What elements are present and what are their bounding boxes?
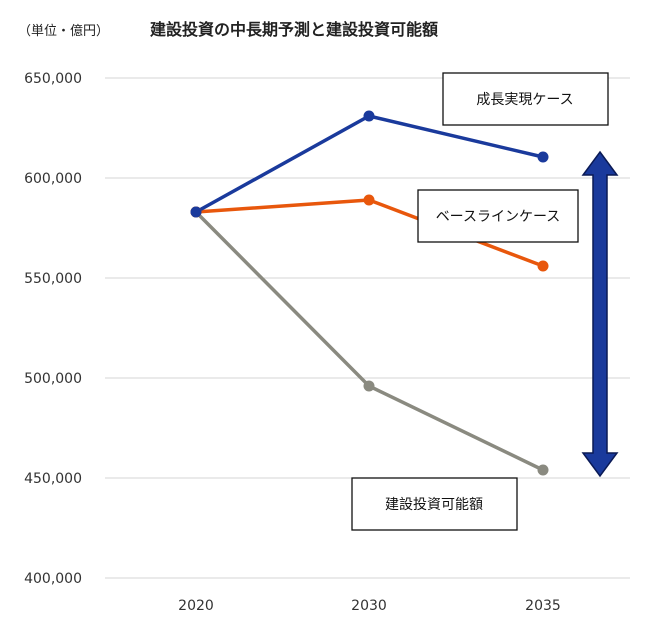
series-label-baseline-text: ベースラインケース [436, 209, 561, 225]
data-point [537, 151, 549, 163]
y-tick-label: 550,000 [24, 271, 82, 287]
series-label-capacity: 建設投資可能額 [351, 477, 518, 531]
y-tick-label: 600,000 [24, 171, 82, 187]
gridlines [105, 77, 630, 579]
series-label-capacity-text: 建設投資可能額 [385, 497, 483, 513]
series-label-baseline-box [417, 189, 579, 243]
data-point [537, 260, 549, 272]
y-tick-label: 500,000 [24, 371, 82, 387]
y-tick-label: 450,000 [24, 471, 82, 487]
x-tick-label: 2035 [525, 598, 561, 614]
x-tick-label: 2030 [351, 598, 387, 614]
series-layer [190, 110, 549, 476]
data-point [363, 380, 375, 392]
data-point [363, 110, 375, 122]
data-point [363, 194, 375, 206]
y-tick-label: 400,000 [24, 571, 82, 587]
series-label-baseline: ベースラインケース [417, 189, 579, 243]
unit-label: （単位・億円） [18, 23, 109, 39]
data-point [190, 206, 202, 218]
x-tick-label: 2020 [178, 598, 214, 614]
y-tick-label: 650,000 [24, 71, 82, 87]
series-label-capacity-box [351, 477, 518, 531]
series-label-growth: 成長実現ケース [442, 72, 609, 126]
series-label-growth-text: 成長実現ケース [476, 92, 573, 108]
chart-title: 建設投資の中長期予測と建設投資可能額 [150, 20, 438, 39]
series-label-growth-box [442, 72, 609, 126]
range-arrow [581, 150, 619, 478]
series-line [194, 210, 544, 472]
y-axis-ticks: 400,000 450,000 500,000 550,000 600,000 650,0… [24, 71, 82, 587]
data-point [537, 464, 549, 476]
double-arrow-icon [581, 150, 619, 478]
x-axis-ticks: 2020 2030 2035 [178, 598, 561, 614]
